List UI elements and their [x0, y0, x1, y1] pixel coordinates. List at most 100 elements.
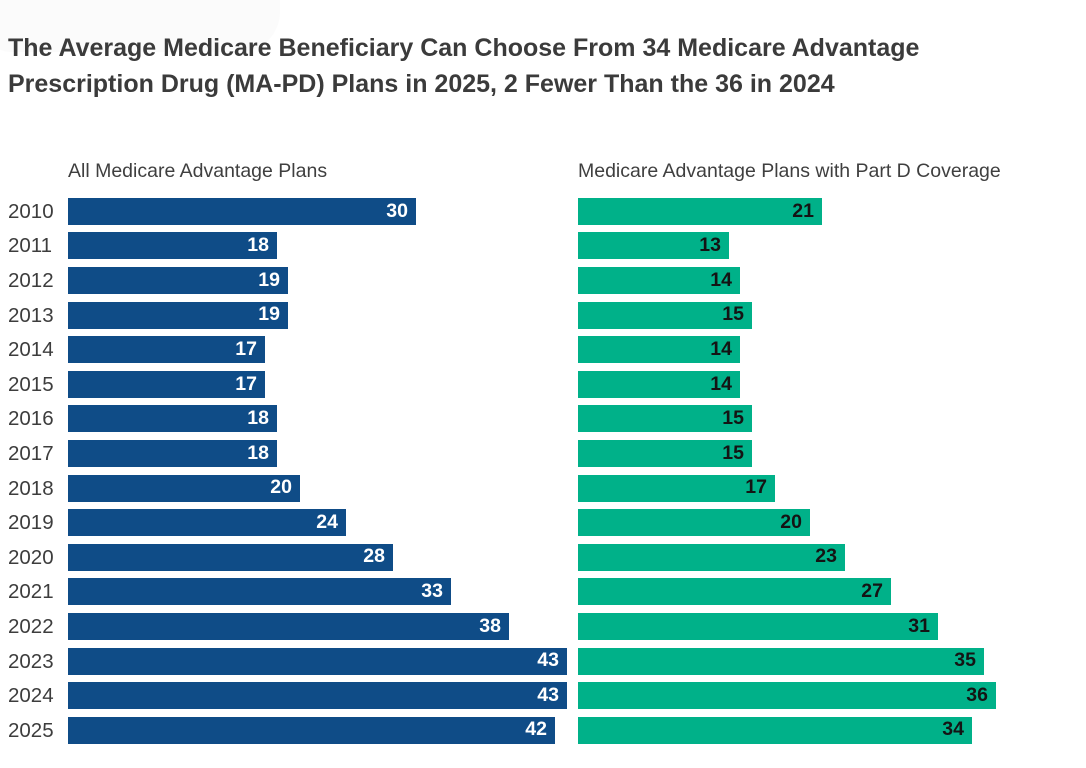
all-plans-bar-cell: 19 — [68, 266, 578, 294]
year-tick-label: 2013 — [8, 303, 54, 327]
mapd-bar: 31 — [578, 612, 938, 640]
mapd-bar: 14 — [578, 370, 740, 398]
year-tick-label: 2021 — [8, 580, 54, 604]
all-plans-bar-cell: 30 — [68, 197, 578, 225]
all-plans-bar: 43 — [68, 647, 567, 675]
mapd-bar-cell: 35 — [578, 647, 1078, 675]
all-plans-bar-cell: 18 — [68, 232, 578, 260]
bar-value-label: 34 — [942, 718, 964, 741]
bar-value-label: 38 — [479, 614, 501, 637]
bar-value-label: 14 — [710, 337, 732, 360]
year-tick-label: 2019 — [8, 511, 54, 535]
mapd-bar: 14 — [578, 266, 740, 294]
bar-value-label: 42 — [525, 718, 547, 741]
bar-value-label: 23 — [815, 545, 837, 568]
all-plans-bar-cell: 20 — [68, 474, 578, 502]
bar-value-label: 18 — [247, 234, 269, 257]
bar-value-label: 13 — [699, 234, 721, 257]
bar-value-label: 20 — [270, 476, 292, 499]
bar-value-label: 19 — [258, 303, 280, 326]
mapd-bar-cell: 15 — [578, 301, 1078, 329]
chart-row: 2016 18 15 — [8, 402, 1086, 437]
mapd-bar-cell: 13 — [578, 232, 1078, 260]
all-plans-bar: 17 — [68, 370, 265, 398]
bar-value-label: 15 — [722, 441, 744, 464]
chart-row: 2024 43 36 — [8, 678, 1086, 713]
all-plans-bar: 42 — [68, 716, 555, 744]
year-tick-label: 2023 — [8, 649, 54, 673]
all-plans-bar: 30 — [68, 197, 416, 225]
mapd-bar-cell: 17 — [578, 474, 1078, 502]
chart-row: 2017 18 15 — [8, 436, 1086, 471]
all-plans-bar-cell: 28 — [68, 543, 578, 571]
mapd-bar-cell: 20 — [578, 509, 1078, 537]
all-plans-bar: 18 — [68, 439, 277, 467]
chart-title: The Average Medicare Beneficiary Can Cho… — [8, 30, 1058, 102]
mapd-bar: 15 — [578, 405, 752, 433]
chart-row: 2018 20 17 — [8, 471, 1086, 506]
chart-row: 2019 24 20 — [8, 505, 1086, 540]
bar-value-label: 17 — [235, 337, 257, 360]
all-plans-bar: 18 — [68, 405, 277, 433]
corner-artifact — [0, 0, 280, 52]
all-plans-bar-cell: 17 — [68, 336, 578, 364]
mapd-bar: 15 — [578, 439, 752, 467]
bar-value-label: 24 — [316, 510, 338, 533]
chart-title-line2: Prescription Drug (MA-PD) Plans in 2025,… — [8, 70, 835, 98]
bar-value-label: 27 — [861, 580, 883, 603]
year-tick-label: 2018 — [8, 476, 54, 500]
bar-value-label: 14 — [710, 268, 732, 291]
year-tick-label: 2012 — [8, 268, 54, 292]
year-tick-label: 2020 — [8, 545, 54, 569]
all-plans-bar-cell: 38 — [68, 612, 578, 640]
year-tick-label: 2010 — [8, 199, 54, 223]
all-plans-bar-cell: 17 — [68, 370, 578, 398]
bar-value-label: 35 — [954, 649, 976, 672]
mapd-bar-cell: 21 — [578, 197, 1078, 225]
chart-row: 2010 30 21 — [8, 194, 1086, 229]
chart-row: 2022 38 31 — [8, 609, 1086, 644]
bar-value-label: 28 — [363, 545, 385, 568]
bar-value-label: 43 — [537, 649, 559, 672]
chart-row: 2014 17 14 — [8, 332, 1086, 367]
mapd-bar-cell: 14 — [578, 370, 1078, 398]
left-panel-header: All Medicare Advantage Plans — [68, 160, 328, 182]
bar-value-label: 18 — [247, 407, 269, 430]
chart-row: 2012 19 14 — [8, 263, 1086, 298]
bar-chart-rows: 2010 30 21 2011 18 13 2012 19 14 2013 19 15 20 14 17 14… — [8, 194, 1086, 748]
bar-value-label: 33 — [421, 580, 443, 603]
bar-value-label: 15 — [722, 303, 744, 326]
mapd-bar-cell: 27 — [578, 578, 1078, 606]
year-tick-label: 2024 — [8, 684, 54, 708]
all-plans-bar-cell: 18 — [68, 439, 578, 467]
mapd-bar: 23 — [578, 543, 845, 571]
chart-row: 2025 42 34 — [8, 713, 1086, 748]
mapd-bar: 21 — [578, 197, 822, 225]
all-plans-bar: 38 — [68, 612, 509, 640]
chart-title-line1: The Average Medicare Beneficiary Can Cho… — [8, 34, 920, 62]
bar-value-label: 18 — [247, 441, 269, 464]
bar-value-label: 31 — [908, 614, 930, 637]
year-tick-label: 2022 — [8, 614, 54, 638]
all-plans-bar: 33 — [68, 578, 451, 606]
mapd-bar: 35 — [578, 647, 984, 675]
all-plans-bar-cell: 42 — [68, 716, 578, 744]
bar-value-label: 43 — [537, 683, 559, 706]
year-tick-label: 2015 — [8, 372, 54, 396]
mapd-bar-cell: 15 — [578, 405, 1078, 433]
bar-value-label: 21 — [792, 199, 814, 222]
chart-row: 2013 19 15 — [8, 298, 1086, 333]
bar-value-label: 30 — [386, 199, 408, 222]
year-tick-label: 2017 — [8, 441, 54, 465]
mapd-bar-cell: 14 — [578, 266, 1078, 294]
all-plans-bar: 24 — [68, 509, 346, 537]
mapd-bar: 17 — [578, 474, 775, 502]
panel-headers: All Medicare Advantage Plans Medicare Ad… — [0, 160, 1086, 188]
all-plans-bar-cell: 33 — [68, 578, 578, 606]
mapd-bar-cell: 14 — [578, 336, 1078, 364]
year-tick-label: 2011 — [8, 234, 53, 258]
all-plans-bar: 43 — [68, 682, 567, 710]
mapd-bar: 15 — [578, 301, 752, 329]
chart-row: 2021 33 27 — [8, 575, 1086, 610]
